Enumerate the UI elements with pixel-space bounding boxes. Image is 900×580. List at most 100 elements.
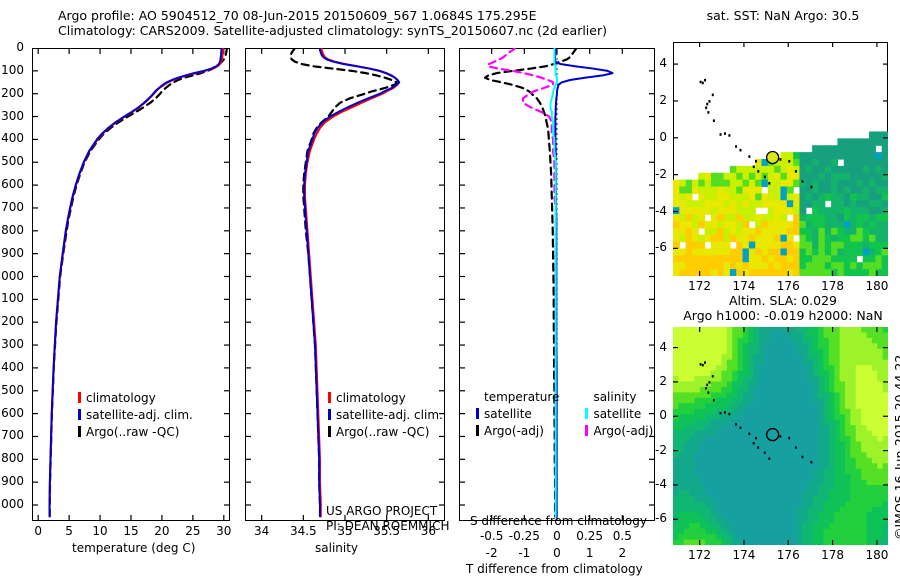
depth-tick-label: 600 — [1, 177, 24, 192]
salinity-tick-label: 35 — [337, 524, 353, 538]
depth-tick-label: 900 — [1, 245, 24, 260]
salinity-tick-label: 35.5 — [373, 524, 401, 538]
depth-tick-label: 700 — [1, 199, 24, 214]
difference-legend-item: satellite — [585, 405, 653, 422]
sst-map-lon-tick-label: 172 — [688, 279, 712, 293]
temperature-tick-label: 30 — [216, 524, 232, 538]
salinity-difference-tick-label: -0.25 — [508, 529, 540, 543]
legend-color-swatch — [476, 425, 479, 436]
difference-plot-area — [459, 48, 655, 521]
depth-tick-label: 200 — [1, 85, 24, 100]
sla-map-lat-tick-label: 0 — [659, 408, 667, 423]
salinity-difference-tick-label: 0 — [553, 529, 561, 543]
depth-tick-label: 1400 — [0, 359, 24, 374]
sst-map-lat-tick-label: 2 — [659, 92, 667, 107]
sst-map-lon-tick-label: 178 — [821, 279, 845, 293]
temperature-tick-label: 0 — [34, 524, 43, 538]
page-title: Argo profile: AO 5904512_70 08-Jun-2015 … — [58, 8, 607, 38]
temperature-difference-axis-label: T difference from climatology — [466, 562, 643, 576]
depth-tick-label: 1900 — [0, 474, 24, 489]
sla-map-lat-tick-label: 2 — [659, 373, 667, 388]
legend-label: Argo(-adj) — [593, 424, 654, 438]
sst-map-lat-tick-label: -6 — [655, 240, 667, 255]
difference-legend-item: satellite — [476, 405, 559, 422]
depth-tick-label: 1100 — [0, 291, 24, 306]
legend-color-swatch — [585, 425, 589, 436]
salinity-legend: climatology satellite-adj. clim. Argo(..ra… — [328, 389, 443, 440]
depth-tick-label: 300 — [1, 108, 24, 123]
sla-title-line-2: Argo h1000: -0.019 h2000: NaN — [683, 308, 883, 323]
salinity-tick-label: 36 — [420, 524, 436, 538]
sst-map-lon-tick-label: 176 — [776, 279, 800, 293]
depth-tick-label: 1000 — [0, 268, 24, 283]
difference-legend: temperature satellite Argo(-adj) salinity sa… — [476, 389, 653, 439]
depth-tick-label: 1500 — [0, 382, 24, 397]
sst-map-lon-tick-label: 174 — [732, 279, 756, 293]
sla-map-lon-tick-label: 172 — [688, 548, 712, 562]
sla-map-lon-tick-label: 178 — [821, 548, 845, 562]
salinity-plot-area — [245, 48, 445, 521]
legend-label: satellite-adj. clim. — [86, 408, 193, 422]
salinity-difference-tick-label: 0.5 — [612, 529, 632, 543]
depth-tick-label: 1300 — [0, 337, 24, 352]
legend-label: climatology — [336, 391, 406, 405]
legend-label: satellite — [484, 407, 532, 421]
sst-map-yaxis-ticklabels: 4 2 0 -2 -4 -6 — [648, 42, 670, 276]
sla-map-title: Altim. SLA: 0.029 Argo h1000: -0.019 h20… — [672, 293, 894, 323]
temperature-panel — [32, 48, 230, 521]
temperature-plot-area — [32, 48, 230, 521]
legend-color-swatch — [78, 392, 81, 403]
temperature-difference-tick-label: 2 — [618, 546, 627, 560]
salinity-difference-tick-label: -0.5 — [479, 529, 504, 543]
depth-tick-label: 1800 — [0, 451, 24, 466]
sla-map-lon-tick-label: 174 — [732, 548, 756, 562]
sla-map-lat-tick-label: 4 — [659, 339, 667, 354]
temperature-difference-tick-label: -1 — [518, 546, 531, 560]
argo-project-footer: US ARGO PROJECT PI: DEAN ROEMMICH — [326, 504, 449, 534]
sla-map-image — [673, 327, 888, 545]
depth-tick-label: 100 — [1, 62, 24, 77]
title-line-1: Argo profile: AO 5904512_70 08-Jun-2015 … — [58, 8, 537, 23]
legend-label: Argo(-adj) — [484, 424, 544, 438]
depth-tick-label: 0 — [16, 40, 24, 54]
legend-label: satellite-adj. clim. — [336, 408, 443, 422]
temperature-legend-item: Argo(..raw -QC) — [78, 423, 193, 440]
sla-map-lat-tick-label: -2 — [655, 442, 667, 457]
sst-map-lat-tick-label: -4 — [655, 203, 667, 218]
salinity-tick-label: 34.5 — [289, 524, 317, 538]
salinity-legend-item: satellite-adj. clim. — [328, 406, 443, 423]
sla-map-lon-tick-label: 176 — [776, 548, 800, 562]
depth-tick-label: 1600 — [0, 405, 24, 420]
salinity-panel — [245, 48, 445, 521]
salinity-difference-axis-label: S difference from climatology — [470, 514, 647, 528]
temperature-axis-label: temperature (deg C) — [72, 541, 196, 555]
temperature-legend-item: satellite-adj. clim. — [78, 406, 193, 423]
legend-color-swatch — [328, 392, 331, 403]
title-line-2: Climatology: CARS2009. Satellite-adjuste… — [58, 23, 607, 38]
difference-legend-group: salinity satellite Argo(-adj) — [585, 389, 653, 439]
sst-map-title: sat. SST: NaN Argo: 30.5 — [706, 8, 860, 23]
depth-tick-label: 2000 — [0, 497, 24, 511]
depth-tick-label: 500 — [1, 154, 24, 169]
depth-tick-label: 1200 — [0, 314, 24, 329]
legend-label: Argo(..raw -QC) — [86, 425, 180, 439]
temperature-legend-item: climatology — [78, 389, 193, 406]
temperature-tick-label: 10 — [92, 524, 108, 538]
sst-map-lon-tick-label: 180 — [865, 279, 889, 293]
temperature-tick-label: 20 — [154, 524, 170, 538]
legend-color-swatch — [476, 408, 479, 419]
difference-legend-item: Argo(-adj) — [585, 422, 653, 439]
temperature-tick-label: 5 — [65, 524, 73, 538]
legend-group-title: temperature — [484, 390, 560, 404]
legend-label: climatology — [86, 391, 156, 405]
temperature-difference-tick-label: 1 — [585, 546, 594, 560]
legend-label: satellite — [593, 407, 642, 421]
depth-tick-label: 800 — [1, 222, 24, 237]
salinity-legend-item: climatology — [328, 389, 443, 406]
temperature-difference-tick-label: -2 — [485, 546, 498, 560]
legend-color-swatch — [328, 409, 331, 420]
difference-legend-group: temperature satellite Argo(-adj) — [476, 389, 559, 439]
sla-title-line-1: Altim. SLA: 0.029 — [728, 293, 837, 308]
difference-legend-item: Argo(-adj) — [476, 422, 559, 439]
sst-map-image — [673, 42, 888, 276]
